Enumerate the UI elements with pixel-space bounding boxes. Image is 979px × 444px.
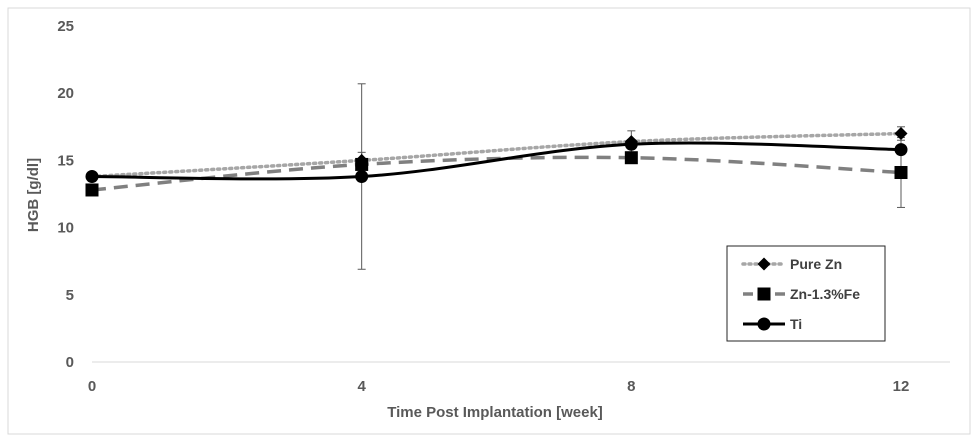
data-point <box>85 170 99 184</box>
legend-marker <box>757 317 771 331</box>
series-line <box>90 131 903 179</box>
y-tick-label: 10 <box>57 220 74 237</box>
legend-marker <box>757 287 771 301</box>
x-axis-title: Time Post Implantation [week] <box>387 404 603 421</box>
data-point <box>355 170 369 184</box>
y-tick-label: 5 <box>66 287 74 304</box>
x-tick-label: 8 <box>627 378 635 395</box>
legend-label: Zn-1.3%Fe <box>790 286 860 302</box>
legend-label: Pure Zn <box>790 256 842 272</box>
legend-label: Ti <box>790 316 802 332</box>
data-point <box>355 157 369 171</box>
y-tick-label: 15 <box>57 152 74 169</box>
x-tick-label: 4 <box>357 378 366 395</box>
y-tick-label: 0 <box>66 354 74 371</box>
legend-marker <box>757 257 771 271</box>
plot-area: 0 5 10 15 20 25 0 4 8 12 <box>57 18 950 395</box>
data-point <box>85 183 99 197</box>
data-point <box>894 127 908 141</box>
y-tick-label: 20 <box>57 85 74 102</box>
y-tick-label: 25 <box>57 18 74 35</box>
x-tick-label: 0 <box>88 378 96 395</box>
x-tick-label: 12 <box>893 378 910 395</box>
data-point <box>624 137 638 151</box>
y-axis-title: HGB [g/dl] <box>25 158 42 232</box>
series-line <box>91 141 902 181</box>
chart-border <box>7 7 971 435</box>
data-point <box>894 165 908 179</box>
legend: Pure Zn Zn-1.3%Fe Ti <box>726 245 886 342</box>
data-point <box>624 151 638 165</box>
data-point <box>894 143 908 157</box>
